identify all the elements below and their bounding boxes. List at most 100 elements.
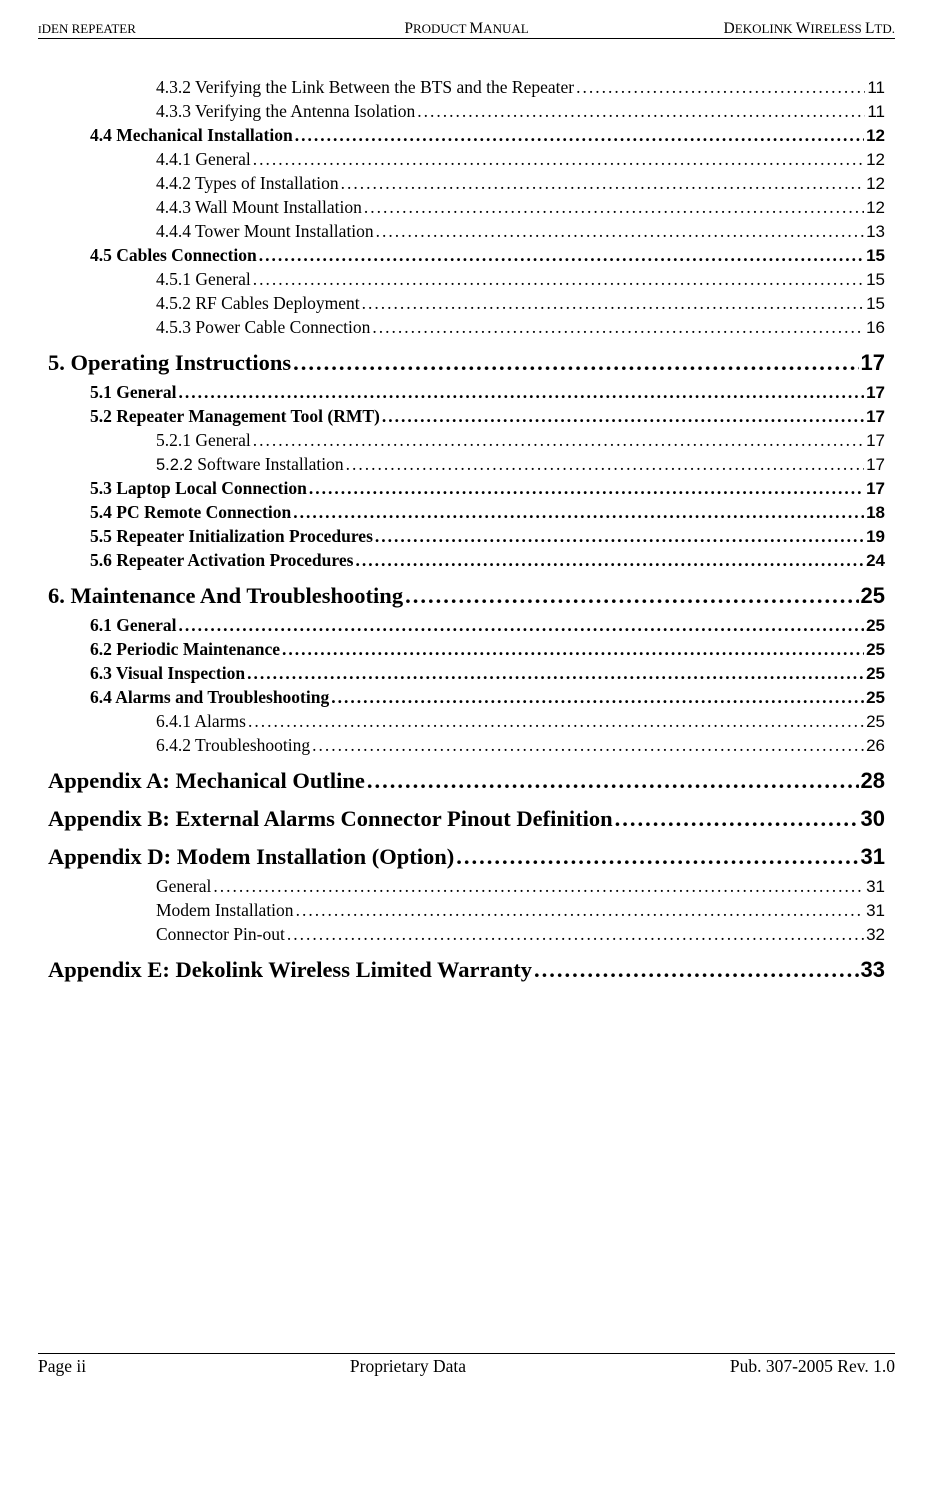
toc-leader	[179, 382, 865, 403]
toc-leader	[615, 806, 859, 832]
toc-leader	[417, 101, 865, 122]
header-left: iDEN REPEATER	[38, 20, 324, 38]
toc-leader	[213, 876, 864, 897]
table-of-contents: 4.3.2 Verifying the Link Between the BTS…	[38, 77, 895, 983]
hr4: IRELESS	[810, 21, 865, 36]
toc-leader	[287, 924, 864, 945]
hc2: RODUCT	[413, 21, 469, 36]
toc-entry: 6.4 Alarms and Troubleshooting 25	[90, 687, 885, 708]
toc-label: 6.1 General	[90, 615, 177, 636]
footer-right: Pub. 307-2005 Rev. 1.0	[730, 1356, 895, 1377]
toc-page-number: 12	[866, 150, 885, 170]
toc-entry: 5.3 Laptop Local Connection 17	[90, 478, 885, 499]
toc-leader	[259, 245, 864, 266]
toc-label: 4.3.2 Verifying the Link Between the BTS…	[156, 77, 574, 98]
toc-label: 6.2 Periodic Maintenance	[90, 639, 280, 660]
toc-page-number: 19	[866, 527, 885, 547]
toc-label: 5. Operating Instructions	[48, 350, 291, 376]
toc-label: 5.2.2 Software Installation	[156, 454, 344, 475]
hr5: L	[865, 20, 874, 37]
toc-label: 5.5 Repeater Initialization Procedures	[90, 526, 373, 547]
toc-entry: 4.4 Mechanical Installation12	[90, 125, 885, 146]
toc-leader	[375, 526, 864, 547]
toc-label: Appendix E: Dekolink Wireless Limited Wa…	[48, 957, 532, 983]
toc-entry: 5.4 PC Remote Connection 18	[90, 502, 885, 523]
toc-entry: Appendix A: Mechanical Outline28	[48, 768, 885, 794]
toc-page-number: 25	[866, 712, 885, 732]
toc-page-number: 33	[861, 957, 885, 983]
toc-label: 5.2 Repeater Management Tool (RMT)	[90, 406, 380, 427]
toc-entry: 4.5.1 General 15	[156, 269, 885, 290]
toc-entry: 5.5 Repeater Initialization Procedures 1…	[90, 526, 885, 547]
toc-leader	[248, 711, 864, 732]
header-left-rest: DEN REPEATER	[42, 21, 136, 36]
toc-page-number: 25	[866, 664, 885, 684]
toc-entry: 4.4.2 Types of Installation 12	[156, 173, 885, 194]
toc-label: 5.6 Repeater Activation Procedures	[90, 550, 353, 571]
toc-page-number: 17	[866, 455, 885, 475]
toc-entry: Modem Installation 31	[156, 900, 885, 921]
toc-label: 4.4.4 Tower Mount Installation	[156, 221, 374, 242]
toc-label: 6.4.1 Alarms	[156, 711, 246, 732]
toc-entry: 6. Maintenance And Troubleshooting 25	[48, 583, 885, 609]
toc-leader	[253, 430, 864, 451]
toc-page-number: 17	[866, 479, 885, 499]
toc-entry: 6.1 General25	[90, 615, 885, 636]
toc-page-number: 25	[866, 688, 885, 708]
toc-page-number: 13	[866, 222, 885, 242]
toc-leader	[341, 173, 864, 194]
toc-label: 4.4.1 General	[156, 149, 251, 170]
toc-label: Modem Installation	[156, 900, 294, 921]
toc-entry: 5.2 Repeater Management Tool (RMT) 17	[90, 406, 885, 427]
toc-entry: General 31	[156, 876, 885, 897]
toc-label: 4.3.3 Verifying the Antenna Isolation	[156, 101, 415, 122]
toc-page-number: 25	[861, 583, 885, 609]
toc-entry: Appendix B: External Alarms Connector Pi…	[48, 806, 885, 832]
toc-entry: 4.4.4 Tower Mount Installation 13	[156, 221, 885, 242]
toc-page-number: 15	[866, 246, 885, 266]
toc-leader	[295, 125, 864, 146]
hr2: EKOLINK	[735, 21, 796, 36]
toc-leader	[312, 735, 864, 756]
toc-label: 5.3 Laptop Local Connection	[90, 478, 307, 499]
toc-leader	[253, 149, 864, 170]
toc-page-number: 12	[866, 174, 885, 194]
hr6: TD.	[874, 21, 895, 36]
toc-page-number: 25	[866, 640, 885, 660]
toc-label: 6.4 Alarms and Troubleshooting	[90, 687, 329, 708]
toc-label: 4.4 Mechanical Installation	[90, 125, 293, 146]
hr1: D	[724, 20, 735, 37]
toc-page-number: 32	[866, 925, 885, 945]
toc-label: 4.4.3 Wall Mount Installation	[156, 197, 362, 218]
toc-page-number: 11	[867, 78, 885, 98]
toc-leader	[293, 502, 864, 523]
toc-label: 4.4.2 Types of Installation	[156, 173, 339, 194]
toc-label: 4.5.3 Power Cable Connection	[156, 317, 370, 338]
toc-entry: 4.4.1 General 12	[156, 149, 885, 170]
header-center: PRODUCT MANUAL	[324, 20, 610, 38]
toc-leader	[331, 687, 864, 708]
toc-label: 4.5 Cables Connection	[90, 245, 257, 266]
hr3: W	[796, 20, 811, 37]
toc-entry: 6.3 Visual Inspection25	[90, 663, 885, 684]
toc-entry: Appendix D: Modem Installation (Option)3…	[48, 844, 885, 870]
toc-leader	[576, 77, 865, 98]
toc-label: 6. Maintenance And Troubleshooting	[48, 583, 403, 609]
toc-entry: Appendix E: Dekolink Wireless Limited Wa…	[48, 957, 885, 983]
toc-entry: 5.2.1 General 17	[156, 430, 885, 451]
toc-label: Appendix A: Mechanical Outline	[48, 768, 365, 794]
toc-prefix-sans: 5.2.2	[156, 456, 197, 474]
toc-leader	[362, 293, 864, 314]
toc-leader	[346, 454, 865, 475]
toc-leader	[376, 221, 864, 242]
toc-page-number: 15	[866, 294, 885, 314]
toc-page-number: 16	[866, 318, 885, 338]
toc-entry: 4.5.3 Power Cable Connection 16	[156, 317, 885, 338]
hc1: P	[404, 20, 413, 37]
toc-leader	[534, 957, 858, 983]
page-header: iDEN REPEATER PRODUCT MANUAL DEKOLINK WI…	[38, 0, 895, 39]
header-right: DEKOLINK WIRELESS LTD.	[609, 20, 895, 38]
toc-entry: 6.2 Periodic Maintenance 25	[90, 639, 885, 660]
page-footer: Page ii Proprietary Data Pub. 307-2005 R…	[38, 1353, 895, 1407]
toc-entry: 6.4.1 Alarms 25	[156, 711, 885, 732]
